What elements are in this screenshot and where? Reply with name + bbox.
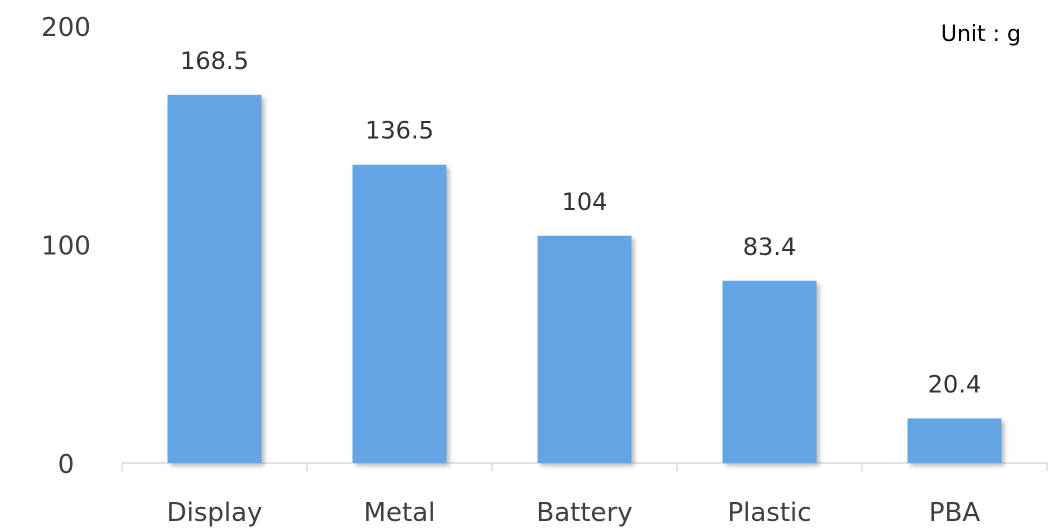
bar-display xyxy=(167,94,262,463)
category-label: Battery xyxy=(536,498,632,528)
category-label: PBA xyxy=(929,498,981,528)
data-label: 136.5 xyxy=(365,117,434,145)
y-axis-tick-labels: 0 100 200 xyxy=(41,13,91,480)
category-label: Metal xyxy=(364,498,436,528)
data-label: 168.5 xyxy=(180,47,249,75)
x-axis xyxy=(121,462,1048,471)
y-tick-label: 0 xyxy=(58,450,75,480)
category-label: Plastic xyxy=(727,498,811,528)
y-tick-label: 100 xyxy=(41,232,91,262)
x-axis-category-labels: Display Metal Battery Plastic PBA xyxy=(167,498,981,528)
y-tick-label: 200 xyxy=(41,13,91,43)
bar-plastic xyxy=(722,280,817,463)
bar-battery xyxy=(537,235,632,463)
bar-pba xyxy=(907,418,1002,463)
bar-series xyxy=(167,94,1002,463)
data-label: 20.4 xyxy=(928,370,981,398)
data-label: 104 xyxy=(562,188,608,216)
data-labels: 168.5 136.5 104 83.4 20.4 xyxy=(180,47,981,399)
data-label: 83.4 xyxy=(743,233,796,261)
unit-label: Unit : g xyxy=(941,22,1021,47)
category-label: Display xyxy=(167,498,263,528)
bar-metal xyxy=(352,164,447,463)
